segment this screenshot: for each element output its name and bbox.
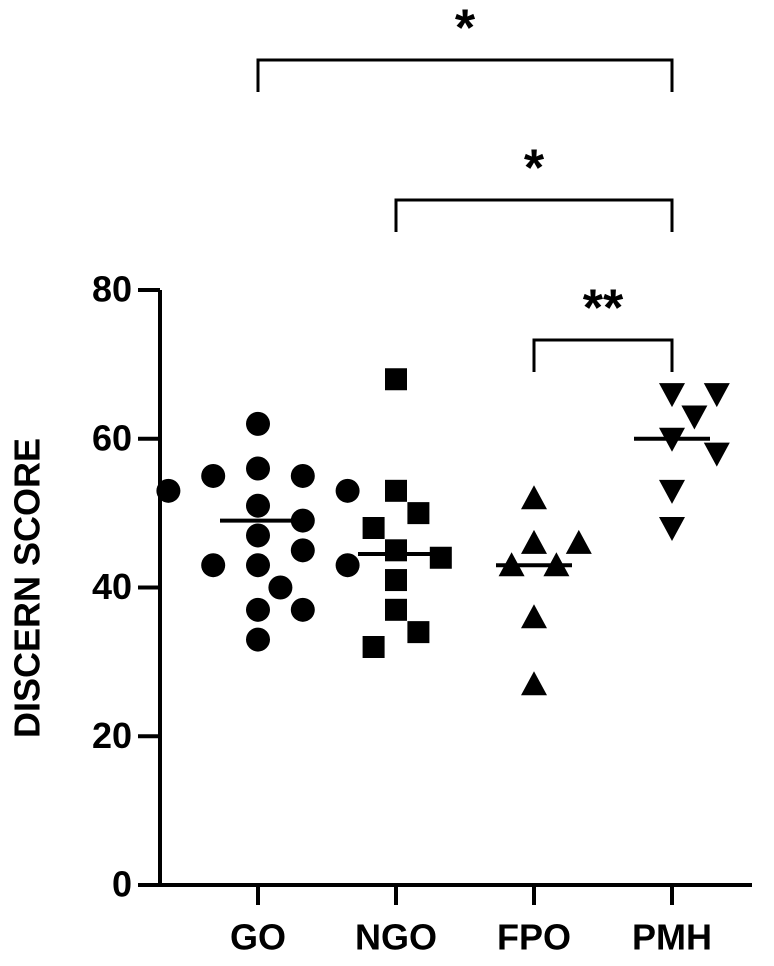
data-point <box>429 546 452 569</box>
data-point <box>268 575 293 600</box>
data-point <box>385 479 407 502</box>
data-point <box>290 597 315 622</box>
data-point <box>703 442 730 467</box>
y-axis-label: DISCERN SCORE <box>7 438 48 738</box>
data-point <box>156 478 181 503</box>
data-point <box>335 478 360 503</box>
data-point <box>335 553 360 578</box>
data-point <box>659 383 685 408</box>
significance-label: * <box>455 0 476 58</box>
data-point <box>201 553 226 578</box>
data-point <box>385 598 407 621</box>
data-point <box>246 627 270 652</box>
data-point <box>565 529 592 554</box>
data-point <box>246 493 270 518</box>
significance-bracket <box>532 338 674 372</box>
data-point <box>659 517 685 541</box>
data-point <box>246 411 270 436</box>
significance-bracket <box>256 58 674 92</box>
significance-label: * <box>524 140 545 198</box>
significance-label: ** <box>583 280 624 338</box>
data-point <box>362 517 385 539</box>
data-point <box>521 671 547 696</box>
data-point <box>290 508 315 533</box>
data-point <box>407 621 430 644</box>
data-point <box>246 456 270 481</box>
data-point <box>407 502 430 525</box>
data-point <box>521 485 547 510</box>
data-point <box>246 553 270 578</box>
data-point <box>385 368 407 391</box>
data-point <box>290 463 315 488</box>
data-point <box>362 636 385 658</box>
x-tick-label: GO <box>230 917 286 958</box>
significance-bracket <box>394 198 674 232</box>
data-point <box>385 569 407 592</box>
y-tick-label: 40 <box>92 566 132 607</box>
data-point <box>246 523 270 548</box>
x-tick-label: FPO <box>497 917 571 958</box>
y-tick-label: 0 <box>112 864 132 905</box>
x-tick-label: NGO <box>355 917 437 958</box>
y-tick-label: 60 <box>92 417 132 458</box>
data-point <box>681 405 708 430</box>
data-point <box>290 538 315 563</box>
x-tick-label: PMH <box>632 917 712 958</box>
data-point <box>703 383 730 408</box>
y-tick-label: 80 <box>92 269 132 310</box>
data-point <box>659 479 685 504</box>
data-point <box>201 463 226 488</box>
y-tick-label: 20 <box>92 715 132 756</box>
data-point <box>385 539 407 562</box>
data-point <box>521 529 547 554</box>
data-point <box>521 604 547 629</box>
data-point <box>246 597 270 622</box>
